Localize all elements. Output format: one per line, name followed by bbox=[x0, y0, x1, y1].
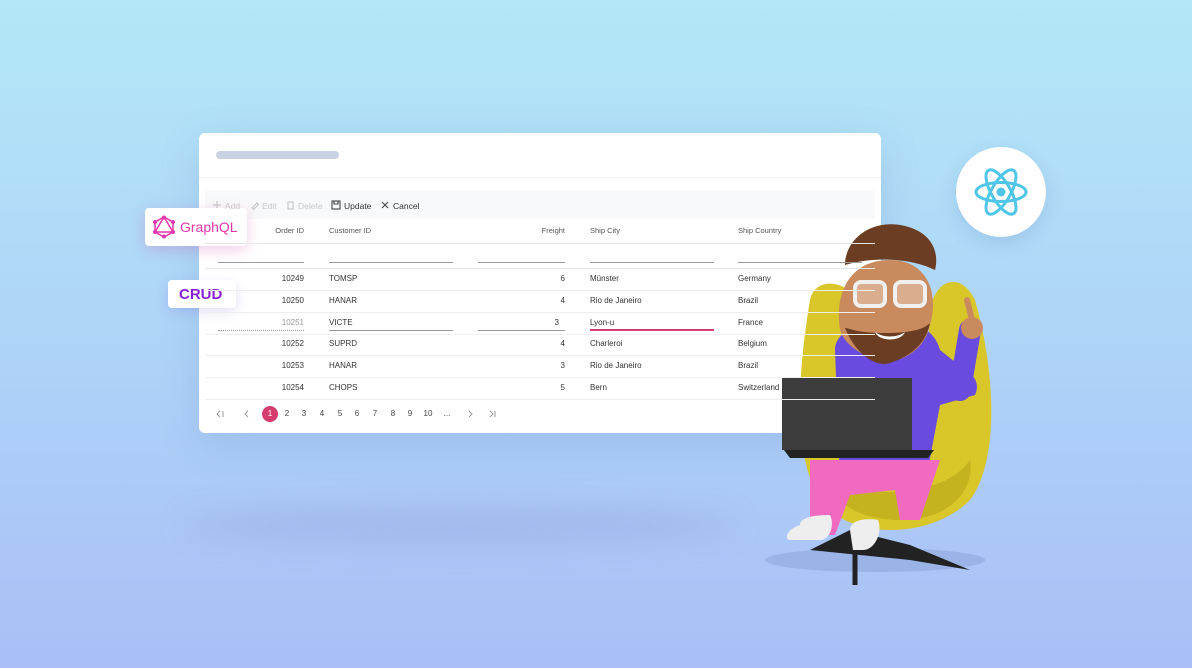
page-button[interactable]: 6 bbox=[354, 409, 360, 418]
grid-cell: Brazil bbox=[738, 361, 759, 371]
grid-cell: Charleroi bbox=[590, 339, 623, 349]
row-divider bbox=[205, 399, 875, 400]
page-button[interactable]: 5 bbox=[337, 409, 343, 418]
grid-cell: 4 bbox=[560, 295, 565, 305]
row-divider bbox=[205, 355, 875, 357]
graphql-label: GraphQL bbox=[180, 219, 238, 235]
filter-input bbox=[218, 262, 304, 263]
grid-cell: 4 bbox=[560, 339, 565, 349]
grid-cell: 10254 bbox=[281, 383, 304, 392]
page-button[interactable]: 9 bbox=[407, 409, 413, 418]
row-divider bbox=[205, 290, 875, 291]
title-placeholder bbox=[216, 151, 339, 159]
row-divider bbox=[205, 311, 875, 313]
grid-cell: Germany bbox=[738, 274, 771, 283]
page-button[interactable]: 10 bbox=[423, 409, 433, 418]
edit-row-indicator bbox=[218, 329, 304, 331]
grid-cell: 3 bbox=[554, 317, 559, 327]
column-header: Order ID bbox=[275, 226, 304, 235]
page-button[interactable]: 4 bbox=[319, 409, 325, 418]
row-divider bbox=[205, 333, 875, 335]
grid-cell: Belgium bbox=[738, 339, 767, 349]
grid-cell: 3 bbox=[560, 361, 565, 371]
card-header bbox=[199, 133, 881, 178]
edit-input-active bbox=[590, 328, 714, 331]
filter-input bbox=[329, 262, 453, 263]
toolbar bbox=[205, 191, 875, 219]
toolbar-button: Delete bbox=[298, 201, 323, 211]
page-button[interactable]: ... bbox=[443, 409, 451, 418]
page-button[interactable]: 8 bbox=[390, 409, 396, 418]
page-button[interactable]: 7 bbox=[372, 409, 378, 418]
grid-cell: Lyon-u bbox=[590, 317, 615, 327]
header-divider bbox=[205, 243, 875, 244]
column-header: Customer ID bbox=[329, 226, 372, 235]
edit-input bbox=[478, 329, 565, 331]
grid-cell: 10252 bbox=[281, 339, 304, 349]
page-button[interactable]: 2 bbox=[284, 409, 290, 418]
grid-card bbox=[199, 133, 881, 433]
character-illustration bbox=[765, 224, 992, 585]
grid-cell: 6 bbox=[560, 274, 565, 283]
toolbar-button[interactable]: Cancel bbox=[393, 201, 420, 211]
react-logo bbox=[974, 168, 1028, 216]
toolbar-button: Add bbox=[225, 201, 241, 211]
column-header: Freight bbox=[541, 226, 565, 235]
toolbar-button: Edit bbox=[262, 201, 277, 211]
grid-cell: TOMSP bbox=[329, 274, 358, 283]
crud-label: CRUD bbox=[179, 286, 223, 303]
toolbar-button[interactable]: Update bbox=[344, 201, 372, 211]
react-badge bbox=[956, 147, 1046, 237]
grid-cell: 10253 bbox=[281, 361, 304, 371]
row-divider bbox=[205, 377, 875, 379]
grid-cell: SUPRD bbox=[329, 339, 358, 349]
grid-cell: HANAR bbox=[329, 361, 358, 371]
grid-cell: Brazil bbox=[738, 295, 759, 305]
grid-cell: 10251 bbox=[281, 317, 304, 327]
grid-cell: France bbox=[738, 317, 763, 327]
grid-cell: 10250 bbox=[281, 295, 304, 305]
grid-cell: Münster bbox=[590, 274, 619, 283]
grid-cell: HANAR bbox=[329, 295, 358, 305]
column-header: Ship City bbox=[590, 226, 621, 235]
page-button[interactable]: 1 bbox=[262, 406, 278, 422]
grid-cell: Bern bbox=[590, 383, 607, 392]
grid-cell: Rio de Janeiro bbox=[590, 361, 642, 371]
filter-input bbox=[478, 262, 565, 263]
grid-cell: Switzerland bbox=[738, 383, 780, 392]
grid-cell: Rio de Janeiro bbox=[590, 295, 642, 305]
edit-input bbox=[329, 329, 453, 331]
grid-cell: CHOPS bbox=[329, 383, 358, 392]
filter-input bbox=[590, 262, 714, 263]
grid-cell: VICTE bbox=[329, 317, 353, 327]
grid-cell: 5 bbox=[560, 383, 565, 392]
filter-divider bbox=[205, 268, 875, 269]
shadow bbox=[180, 505, 740, 545]
page-button[interactable]: 3 bbox=[301, 409, 307, 418]
graphql-logo bbox=[153, 215, 175, 239]
crud-badge: CRUD bbox=[168, 280, 236, 308]
grid-cell: 10249 bbox=[281, 274, 304, 283]
filter-input bbox=[738, 262, 862, 263]
column-header: Ship Country bbox=[738, 226, 782, 235]
graphql-badge: GraphQL bbox=[145, 208, 247, 246]
